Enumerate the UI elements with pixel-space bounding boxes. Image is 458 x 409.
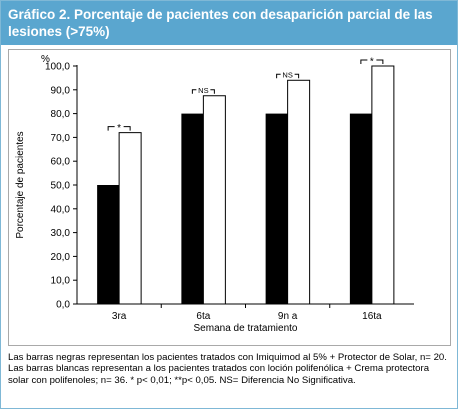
bar-chart: 0,0 10,0 20,0 30,0 40,0 50,0 60,0 70,0 80,0 90,0 1…	[15, 54, 414, 334]
bar-white	[118, 132, 142, 305]
y-tick-label: 20,0	[51, 252, 71, 263]
y-tick-label: 30,0	[51, 228, 71, 239]
x-tick-label: 6ta	[196, 311, 210, 322]
y-tick-label: 80,0	[51, 109, 71, 120]
bar-white	[202, 95, 226, 305]
y-tick-label: 40,0	[51, 204, 71, 215]
x-tick-label: 9n a	[278, 311, 298, 322]
y-tick-label: 10,0	[51, 276, 71, 287]
bar-black	[349, 113, 372, 304]
significance-label: *	[117, 123, 121, 134]
y-tick-label: 60,0	[51, 157, 71, 168]
significance-bg	[196, 85, 211, 94]
y-tick-label: 50,0	[51, 181, 71, 192]
y-tick-label: 100,0	[45, 62, 70, 73]
bar-white	[287, 79, 311, 305]
bar-black	[97, 185, 120, 304]
y-tick-label: 90,0	[51, 85, 71, 96]
x-tick-label: 3ra	[112, 311, 127, 322]
x-tick-label: 16ta	[362, 311, 382, 322]
chart-panel: 0,0 10,0 20,0 30,0 40,0 50,0 60,0 70,0 80,0 90,0 1…	[8, 49, 451, 346]
chart-labels: 0,0 10,0 20,0 30,0 40,0 50,0 60,0 70,0 80,0 90,0 1…	[15, 54, 382, 334]
x-axis-label: Semana de tratamiento	[194, 323, 298, 334]
significance-label: *	[370, 57, 374, 68]
y-tick-label: 70,0	[51, 133, 71, 144]
significance-label: NS	[282, 70, 292, 79]
y-unit-label: %	[41, 54, 50, 65]
figure-caption: Las barras negras representan los pacien…	[8, 352, 447, 386]
significance-bg	[367, 56, 377, 64]
figure-title: Gráfico 2. Porcentaje de pacientes con d…	[8, 7, 433, 39]
bar-white	[371, 65, 395, 305]
significance-bg	[114, 122, 124, 131]
chart-bars	[97, 56, 395, 305]
bar-black	[181, 113, 204, 304]
significance-label: NS	[198, 86, 208, 95]
bar-black	[265, 113, 288, 304]
title-bar: Gráfico 2. Porcentaje de pacientes con d…	[1, 1, 457, 45]
significance-bg	[280, 70, 295, 79]
y-axis-label: Porcentaje de pacientes	[15, 131, 26, 238]
y-tick-label: 0,0	[56, 300, 70, 311]
